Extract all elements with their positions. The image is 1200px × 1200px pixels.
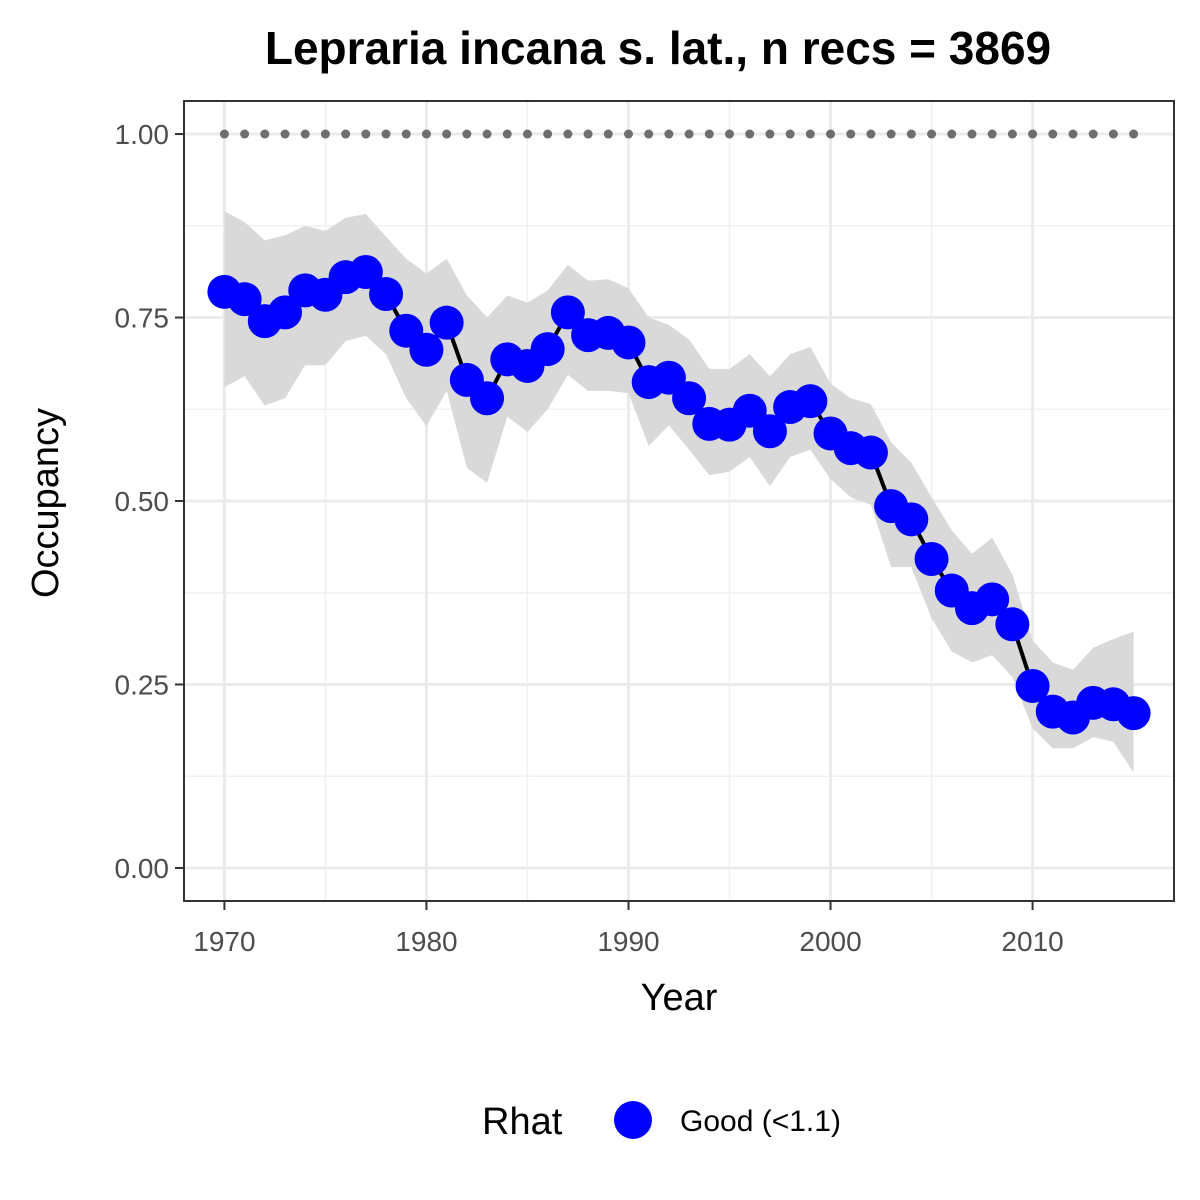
credible-interval-ribbon: [224, 211, 1134, 773]
reference-dot: [442, 129, 452, 139]
reference-dot: [361, 129, 371, 139]
legend-label-good: Good (<1.1): [680, 1105, 841, 1138]
reference-dot: [543, 129, 553, 139]
reference-dot: [341, 129, 351, 139]
reference-dot: [826, 129, 836, 139]
reference-dot: [664, 129, 674, 139]
reference-dot: [1068, 129, 1078, 139]
x-tick-label: 1980: [395, 926, 457, 957]
data-point: [853, 435, 888, 470]
reference-line-dots: [219, 129, 1139, 139]
data-point: [894, 502, 929, 537]
data-point: [550, 295, 585, 330]
data-point: [672, 381, 707, 416]
data-point: [369, 277, 404, 312]
reference-dot: [522, 129, 532, 139]
data-point: [470, 381, 505, 416]
x-tick-label: 1970: [193, 926, 255, 957]
reference-dot: [1129, 129, 1139, 139]
y-tick-label: 1.00: [115, 119, 170, 150]
occupancy-points: [207, 255, 1151, 735]
reference-dot: [745, 129, 755, 139]
data-point: [429, 305, 464, 340]
legend-key-good: [614, 1101, 652, 1139]
reference-dot: [886, 129, 896, 139]
data-point: [995, 607, 1030, 642]
data-point: [975, 582, 1010, 617]
reference-dot: [1028, 129, 1038, 139]
reference-dot: [462, 129, 472, 139]
reference-dot: [1088, 129, 1098, 139]
x-axis-title: Year: [641, 977, 718, 1019]
reference-dot: [967, 129, 977, 139]
x-tick-label: 1990: [597, 926, 659, 957]
x-tick-label: 2010: [1001, 926, 1063, 957]
data-point: [752, 414, 787, 449]
reference-dot: [947, 129, 957, 139]
reference-dot: [240, 129, 250, 139]
data-point: [348, 255, 383, 290]
y-tick-label: 0.25: [115, 669, 170, 700]
reference-dot: [502, 129, 512, 139]
legend: Rhat Good (<1.1): [482, 1101, 841, 1143]
reference-dot: [644, 129, 654, 139]
y-tick-label: 0.75: [115, 303, 170, 334]
reference-dot: [1108, 129, 1118, 139]
reference-dot: [421, 129, 431, 139]
reference-dot: [219, 129, 229, 139]
reference-dot: [785, 129, 795, 139]
reference-dot: [401, 129, 411, 139]
plot-panel: [183, 100, 1175, 902]
reference-dot: [765, 129, 775, 139]
reference-dot: [704, 129, 714, 139]
reference-dot: [381, 129, 391, 139]
reference-dot: [1007, 129, 1017, 139]
reference-dot: [583, 129, 593, 139]
reference-dot: [623, 129, 633, 139]
reference-dot: [866, 129, 876, 139]
data-point: [1116, 696, 1151, 731]
reference-dot: [280, 129, 290, 139]
legend-title: Rhat: [482, 1101, 563, 1143]
reference-dot: [1048, 129, 1058, 139]
data-point: [611, 325, 646, 360]
reference-dot: [906, 129, 916, 139]
x-tick-label: 2000: [799, 926, 861, 957]
reference-dot: [987, 129, 997, 139]
data-point: [914, 541, 949, 576]
data-point: [793, 384, 828, 419]
data-point: [227, 282, 262, 317]
reference-dot: [927, 129, 937, 139]
x-axis: 1970 1980 1990 2000 2010: [193, 901, 1064, 957]
reference-dot: [846, 129, 856, 139]
y-axis-title: Occupancy: [25, 408, 67, 598]
reference-dot: [603, 129, 613, 139]
y-tick-label: 0.50: [115, 486, 170, 517]
reference-dot: [805, 129, 815, 139]
data-point: [268, 295, 303, 330]
data-point: [409, 332, 444, 367]
reference-dot: [725, 129, 735, 139]
data-point: [1015, 668, 1050, 703]
reference-dot: [260, 129, 270, 139]
reference-dot: [300, 129, 310, 139]
y-tick-label: 0.00: [115, 853, 170, 884]
reference-dot: [320, 129, 330, 139]
reference-dot: [684, 129, 694, 139]
data-point: [530, 332, 565, 367]
y-axis: 0.00 0.25 0.50 0.75 1.00: [115, 119, 184, 884]
reference-dot: [482, 129, 492, 139]
chart-title: Lepraria incana s. lat., n recs = 3869: [265, 22, 1051, 74]
reference-dot: [563, 129, 573, 139]
